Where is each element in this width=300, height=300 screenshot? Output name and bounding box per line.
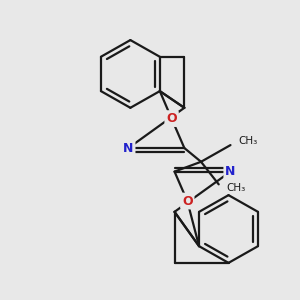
Text: N: N <box>225 165 236 178</box>
Text: O: O <box>166 112 177 125</box>
Text: CH₃: CH₃ <box>238 136 258 146</box>
Text: N: N <box>123 142 134 154</box>
Text: CH₃: CH₃ <box>226 183 246 193</box>
Text: O: O <box>182 194 193 208</box>
